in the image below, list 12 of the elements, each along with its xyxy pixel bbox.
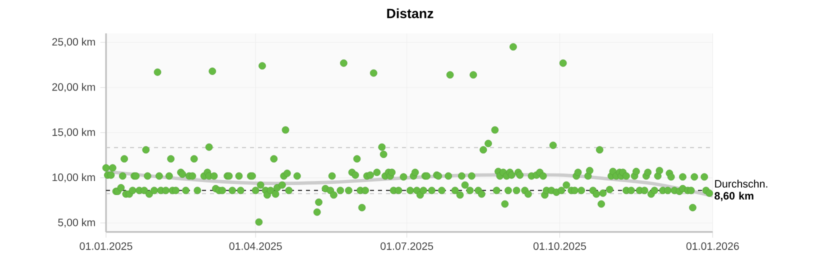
y-tick-label: 25,00 km bbox=[52, 38, 95, 47]
y-tick-label: 10,00 km bbox=[52, 173, 95, 182]
y-tick-label: 15,00 km bbox=[52, 128, 95, 138]
chart-title: Distanz bbox=[387, 8, 434, 18]
x-tick-label: 01.10.2025 bbox=[533, 242, 586, 250]
x-tick-label: 01.04.2025 bbox=[229, 242, 282, 250]
y-tick-label: 5,00 km bbox=[58, 218, 95, 228]
x-tick-label: 01.01.2026 bbox=[686, 242, 739, 250]
x-tick-label: 01.01.2025 bbox=[80, 242, 132, 250]
y-tick-label: 20,00 km bbox=[52, 82, 95, 92]
x-tick-label: 01.07.2025 bbox=[380, 242, 434, 250]
ref-line-label: Durchschn. 8,60 km bbox=[714, 180, 768, 202]
